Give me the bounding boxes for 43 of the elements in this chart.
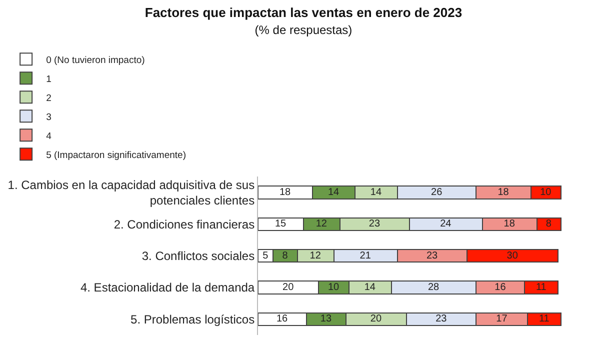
data-label: 8 — [546, 218, 552, 230]
y-tick-label: 3. Conflictos sociales — [142, 249, 255, 263]
y-tick-label: 2. Condiciones financieras — [114, 217, 255, 232]
data-label: 23 — [368, 218, 380, 230]
data-label: 10 — [540, 186, 552, 198]
data-label: 12 — [310, 250, 322, 262]
data-label: 18 — [504, 218, 516, 230]
data-label: 14 — [328, 186, 340, 198]
data-label: 5 — [262, 250, 269, 262]
data-label: 17 — [496, 314, 508, 325]
data-label: 14 — [370, 186, 382, 198]
data-label: 12 — [316, 218, 328, 230]
y-tick-label: 4. Estacionalidad de la demanda — [80, 280, 255, 295]
legend-label: 3 — [46, 112, 52, 123]
y-tick-label: 5. Problemas logísticos — [130, 312, 255, 326]
y-tick-label: 1. Cambios en la capacidad adquisitiva de sus potenciales clientes — [8, 178, 255, 208]
data-label: 16 — [276, 314, 288, 325]
data-label: 21 — [360, 250, 372, 262]
data-label: 13 — [320, 314, 332, 325]
data-label: 28 — [428, 282, 440, 293]
data-label: 24 — [440, 218, 452, 230]
legend-label: 5 (Impactaron significativamente) — [46, 150, 186, 161]
legend-label: 0 (No tuvieron impacto) — [46, 54, 145, 66]
chart-title: Factores que impactan las ventas en enero de 2023 — [144, 5, 462, 20]
legend-label: 1 — [46, 74, 52, 85]
data-label: 18 — [279, 186, 292, 198]
data-label: 16 — [494, 282, 506, 293]
data-label: 18 — [498, 186, 510, 198]
data-label: 14 — [364, 282, 376, 293]
data-label: 23 — [436, 314, 448, 325]
data-label: 15 — [274, 218, 287, 230]
legend-label: 4 — [46, 130, 52, 142]
data-label: 11 — [538, 314, 550, 325]
data-label: 23 — [426, 250, 438, 262]
legend-label: 2 — [46, 92, 52, 104]
data-label: 20 — [282, 282, 294, 293]
data-label: 10 — [328, 282, 340, 293]
data-label: 30 — [506, 250, 518, 262]
data-label: 11 — [536, 282, 547, 293]
data-label: 20 — [370, 314, 382, 325]
data-label: 8 — [282, 250, 288, 262]
data-label: 26 — [431, 186, 443, 198]
chart-subtitle: (% de respuestas) — [254, 23, 352, 38]
